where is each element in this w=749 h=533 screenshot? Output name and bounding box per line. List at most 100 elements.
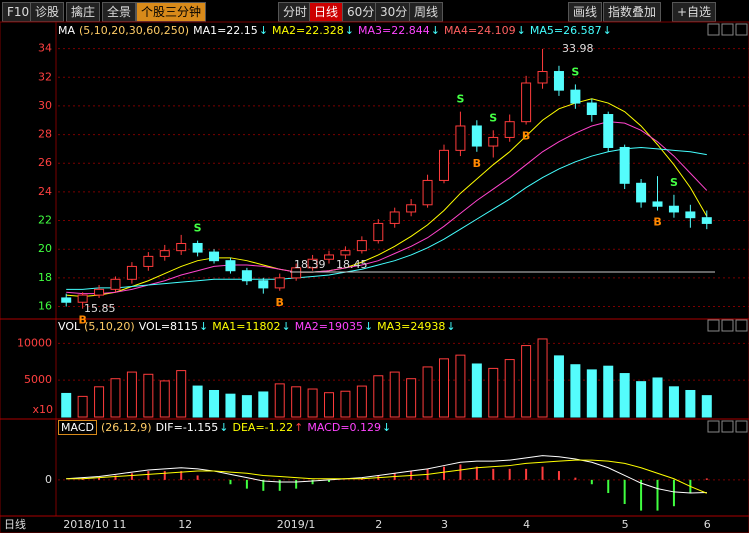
unit-label: x10 <box>32 403 53 416</box>
y-tick-label: 26 <box>38 156 52 169</box>
volume-bar <box>291 386 302 418</box>
volume-bar <box>126 371 137 418</box>
y-tick-label: 34 <box>38 42 52 55</box>
panel-button <box>721 23 734 36</box>
panel-button <box>735 420 748 433</box>
toolbar-button[interactable]: +自选 <box>672 2 717 22</box>
y-tick-label: 30 <box>38 99 52 112</box>
legend-arrow: ↓ <box>446 320 456 333</box>
ma-line <box>66 146 707 290</box>
signal: B <box>653 216 661 229</box>
candle-body <box>307 258 318 269</box>
candle-body <box>159 250 170 257</box>
y-tick-label: 22 <box>38 214 52 227</box>
signal: B <box>276 296 284 309</box>
candle-body <box>324 254 335 260</box>
candle-body <box>701 217 712 224</box>
signal: S <box>456 93 464 106</box>
volume-bar <box>225 393 236 418</box>
legend-item: MACD=0.129 <box>307 421 382 434</box>
volume-bar <box>258 391 269 418</box>
toolbar-button[interactable]: 擒庄 <box>66 2 101 22</box>
legend-item: MA3=24938 <box>377 320 446 333</box>
macd-line <box>66 455 707 494</box>
volume-bar <box>668 386 679 418</box>
volume-bar <box>619 373 630 418</box>
annotation: 18.39 <box>294 258 326 271</box>
x-tick-label: 6 <box>704 518 711 531</box>
volume-bar <box>438 358 449 418</box>
y-tick-label: 16 <box>38 300 52 313</box>
legend-arrow: ↓ <box>363 320 374 333</box>
signal: B <box>473 157 481 170</box>
candle-body <box>258 280 269 289</box>
volume-bar <box>307 388 318 418</box>
legend-arrow: ↓ <box>602 24 612 37</box>
candle-body <box>422 179 433 206</box>
candle-body <box>619 146 630 184</box>
period-button[interactable]: 60分 <box>342 2 380 22</box>
volume-bar <box>422 366 433 418</box>
legend-arrow: ↓ <box>199 320 209 333</box>
signal: B <box>78 314 86 327</box>
legend-arrow: ↓ <box>382 421 392 434</box>
legend-arrow: ↓ <box>516 24 526 37</box>
legend-item: MA2=19035 <box>294 320 363 333</box>
legend-arrow: ↑ <box>294 421 304 434</box>
volume-bar <box>685 389 696 418</box>
volume-bar <box>553 355 564 418</box>
volume-bar <box>143 373 154 418</box>
x-tick-label: 4 <box>523 518 530 531</box>
panel-button <box>707 319 720 332</box>
annotation: 18.45 <box>336 258 368 271</box>
candle-body <box>274 277 285 289</box>
toolbar-button[interactable]: 诊股 <box>30 2 65 22</box>
macd-legend: MACD (26,12,9) DIF=-1.155↓ DEA=-1.22↑ MACD=0… <box>58 420 395 435</box>
candle-body <box>636 182 647 203</box>
volume-bar <box>340 390 351 418</box>
volume-bar <box>241 395 252 418</box>
y-tick-label: 0 <box>45 473 52 486</box>
ma-legend: MA (5,10,20,30,60,250) MA1=22.15↓ MA2=22.32… <box>58 24 616 38</box>
candle-body <box>504 121 515 138</box>
indicator-params: (5,10,20,30,60,250) <box>79 24 190 37</box>
volume-bar <box>586 369 597 418</box>
candle-body <box>553 71 564 91</box>
panel-button <box>707 23 720 36</box>
panel-button <box>721 319 734 332</box>
vol-legend: VOL (5,10,20) VOL=8115↓ MA1=11802↓ MA2=19035… <box>58 320 460 334</box>
y-tick-label: 28 <box>38 128 52 141</box>
annotation: 33.98 <box>562 42 594 55</box>
candle-body <box>77 294 88 303</box>
candle-body <box>389 211 400 224</box>
panel-button <box>721 420 734 433</box>
volume-bar <box>274 383 285 418</box>
volume-bar <box>521 345 532 418</box>
indicator-label: VOL <box>58 320 81 333</box>
volume-bar <box>488 367 499 418</box>
candle-body <box>668 205 679 213</box>
indicator-label: MA <box>58 24 76 37</box>
y-tick-label: 18 <box>38 271 52 284</box>
volume-bar <box>324 392 335 418</box>
volume-bar <box>652 377 663 418</box>
candle-body <box>603 114 614 148</box>
period-button[interactable]: 周线 <box>409 2 444 22</box>
volume-bar <box>455 354 466 418</box>
macd-line <box>66 459 707 494</box>
candle-body <box>455 125 466 151</box>
volume-bar <box>603 365 614 418</box>
y-tick-label: 5000 <box>24 373 52 386</box>
x-tick-label: 2018/10 <box>63 518 109 531</box>
volume-bar <box>389 371 400 418</box>
signal: S <box>489 111 497 124</box>
volume-bar <box>77 395 88 418</box>
legend-item: MA2=22.328 <box>272 24 344 37</box>
legend-item: MA1=11802 <box>212 320 281 333</box>
period-button[interactable]: 分时 <box>278 2 313 22</box>
candle-body <box>94 288 105 296</box>
x-tick-label: 2019/1 <box>277 518 316 531</box>
candle-body <box>406 204 417 213</box>
